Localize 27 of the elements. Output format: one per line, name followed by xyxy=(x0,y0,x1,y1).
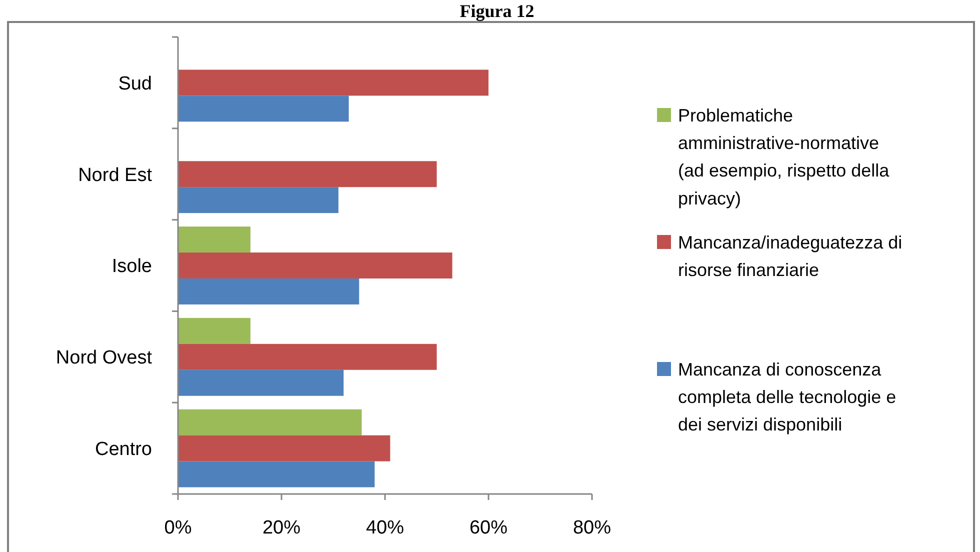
bar xyxy=(178,70,488,96)
bar xyxy=(178,252,452,278)
x-tick-label: 80% xyxy=(572,518,612,539)
bar xyxy=(178,409,362,436)
legend-label: Problematiche amministrative-normative (ad esempio, rispetto della privacy) xyxy=(678,105,890,208)
legend-label: Mancanza di conoscenza completa delle tecnologie e dei servizi disponibili xyxy=(678,359,896,435)
x-tick-label: 60% xyxy=(469,518,508,539)
bar xyxy=(178,435,390,462)
bar xyxy=(178,278,360,304)
bar xyxy=(178,187,338,214)
bar xyxy=(178,96,349,122)
legend-label: Mancanza/inadeguatezza di risorse finanziarie xyxy=(678,232,902,280)
bar xyxy=(178,344,437,370)
y-tick-label: Nord Est xyxy=(78,164,153,186)
bar xyxy=(178,370,344,396)
x-tick-label: 40% xyxy=(366,518,404,539)
x-tick-label: 20% xyxy=(262,518,301,539)
y-tick-label: Centro xyxy=(94,438,152,460)
chart-title: Figura 12 xyxy=(460,1,534,21)
x-tick-label: 0% xyxy=(164,518,192,539)
bar xyxy=(178,318,250,344)
bar xyxy=(178,161,437,188)
bar xyxy=(178,226,250,253)
y-tick-label: Sud xyxy=(118,73,152,94)
y-tick-label: Isole xyxy=(112,256,152,278)
bar xyxy=(178,461,375,488)
y-tick-label: Nord Ovest xyxy=(56,348,153,369)
